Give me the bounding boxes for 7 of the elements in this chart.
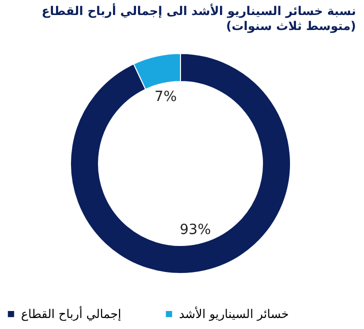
chart-title: نسبة خسائر السيناريو الأشد الى إجمالي أرباح القطاع xyxy=(42,3,356,18)
chart-subtitle: (متوسط ثلاث سنوات) xyxy=(226,19,356,33)
data-label: 7% xyxy=(154,89,177,106)
data-label: 93% xyxy=(180,222,211,238)
donut-slice xyxy=(70,53,291,274)
legend-label: إجمالي أرباح القطاع xyxy=(21,306,122,322)
legend-label: خسائر السيناريو الأشد xyxy=(179,306,289,322)
